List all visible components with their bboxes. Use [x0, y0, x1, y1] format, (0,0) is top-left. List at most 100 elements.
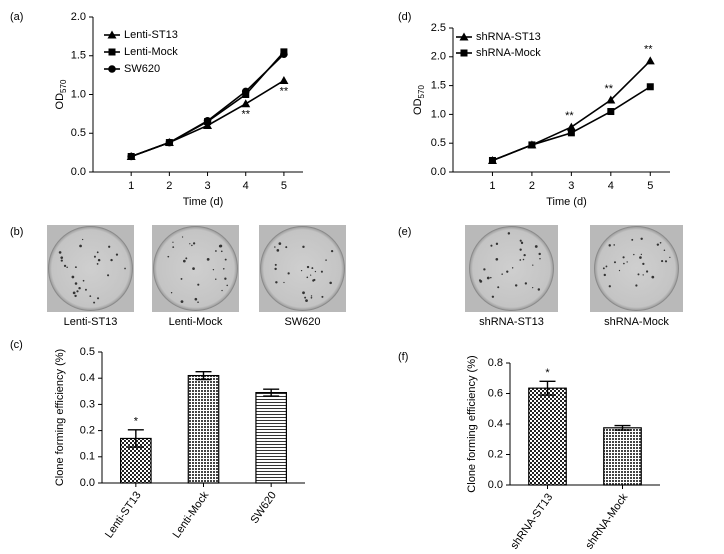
colony — [605, 265, 608, 268]
colony — [206, 257, 210, 261]
colony — [608, 285, 611, 288]
y-tick-label: 1.5 — [431, 80, 446, 92]
x-tick-label: 1 — [489, 180, 495, 192]
y-tick-label: 0.0 — [80, 477, 95, 489]
colony — [631, 238, 634, 241]
marker — [488, 156, 496, 164]
error-bar — [539, 380, 556, 396]
y-tick-label: 0.6 — [488, 387, 503, 399]
legend-marker — [460, 49, 468, 57]
colony — [278, 242, 282, 245]
colony — [115, 253, 119, 256]
colony — [483, 268, 486, 271]
colony — [320, 270, 323, 273]
photo-caption: Lenti-ST13 — [64, 316, 118, 328]
colony — [310, 296, 313, 299]
dish — [260, 226, 345, 311]
colony — [172, 241, 174, 243]
colony — [79, 244, 82, 248]
dish — [48, 226, 133, 311]
y-axis-label: Clone forming efficiency (%) — [54, 349, 66, 486]
colony — [311, 267, 314, 270]
colony — [194, 297, 198, 301]
x-tick-label: 3 — [568, 180, 574, 192]
marker — [606, 95, 616, 104]
y-tick-label: 1.0 — [431, 108, 446, 120]
colony — [220, 250, 223, 253]
panel-label: (d) — [398, 11, 411, 23]
error-bar — [614, 424, 631, 431]
colony — [221, 289, 223, 292]
legend-marker — [459, 32, 469, 41]
marker — [127, 152, 135, 161]
x-tick-label: 4 — [608, 180, 614, 192]
error-bar — [127, 429, 144, 448]
x-tick-label: shRNA-ST13 — [508, 492, 555, 552]
colony — [218, 244, 222, 248]
x-tick-label: 3 — [204, 180, 210, 192]
colony — [522, 258, 525, 261]
colony — [306, 276, 309, 279]
colony — [305, 299, 308, 302]
legend-marker — [107, 30, 117, 39]
colony — [93, 301, 96, 304]
colony — [661, 260, 664, 263]
x-tick-label: 2 — [529, 180, 535, 192]
y-axis-label-main: OD — [54, 93, 66, 110]
colony — [274, 246, 276, 248]
colony — [274, 263, 277, 266]
colony — [89, 295, 92, 297]
colony — [82, 279, 85, 282]
x-tick-label: shRNA-Mock — [583, 491, 630, 551]
colony — [539, 257, 541, 260]
colony — [215, 250, 217, 252]
colony — [96, 263, 99, 265]
error-bar — [263, 388, 280, 397]
colony — [534, 245, 538, 248]
colony — [478, 279, 482, 282]
marker — [646, 83, 654, 91]
colony — [172, 246, 175, 249]
colony — [287, 272, 290, 275]
colony — [329, 281, 332, 285]
bar — [528, 387, 567, 486]
dish — [153, 226, 238, 311]
colony — [532, 286, 534, 289]
panel-label: (a) — [10, 11, 23, 23]
colony — [501, 273, 503, 275]
colony — [97, 258, 101, 262]
panel-label: (b) — [10, 226, 23, 238]
y-tick-label: 0.0 — [71, 166, 86, 178]
colony — [192, 267, 195, 270]
colony — [640, 253, 642, 256]
bar — [187, 374, 220, 484]
y-tick-label: 2.0 — [71, 11, 86, 23]
colony — [659, 241, 662, 244]
colony — [66, 266, 68, 268]
colony — [321, 295, 324, 298]
x-axis-label: Time (d) — [546, 196, 587, 208]
colony — [74, 266, 77, 269]
colony — [490, 276, 492, 279]
colony — [107, 274, 110, 277]
colony — [519, 248, 522, 251]
photo-caption: Lenti-Mock — [169, 316, 223, 328]
colony — [60, 256, 64, 259]
marker — [645, 56, 655, 65]
colony — [635, 284, 638, 287]
y-axis-label: OD570 — [412, 85, 426, 115]
colony — [108, 245, 111, 248]
colony — [642, 274, 644, 276]
colony — [538, 252, 541, 256]
colony — [310, 274, 312, 276]
colony — [613, 261, 616, 264]
colony — [325, 259, 327, 261]
annotation: ** — [280, 85, 289, 97]
legend-marker — [108, 65, 116, 73]
colony — [623, 262, 625, 265]
y-tick-label: 2.5 — [431, 22, 446, 34]
marker — [241, 87, 250, 96]
colony — [511, 267, 514, 269]
colony — [124, 267, 126, 270]
colony — [180, 300, 184, 303]
